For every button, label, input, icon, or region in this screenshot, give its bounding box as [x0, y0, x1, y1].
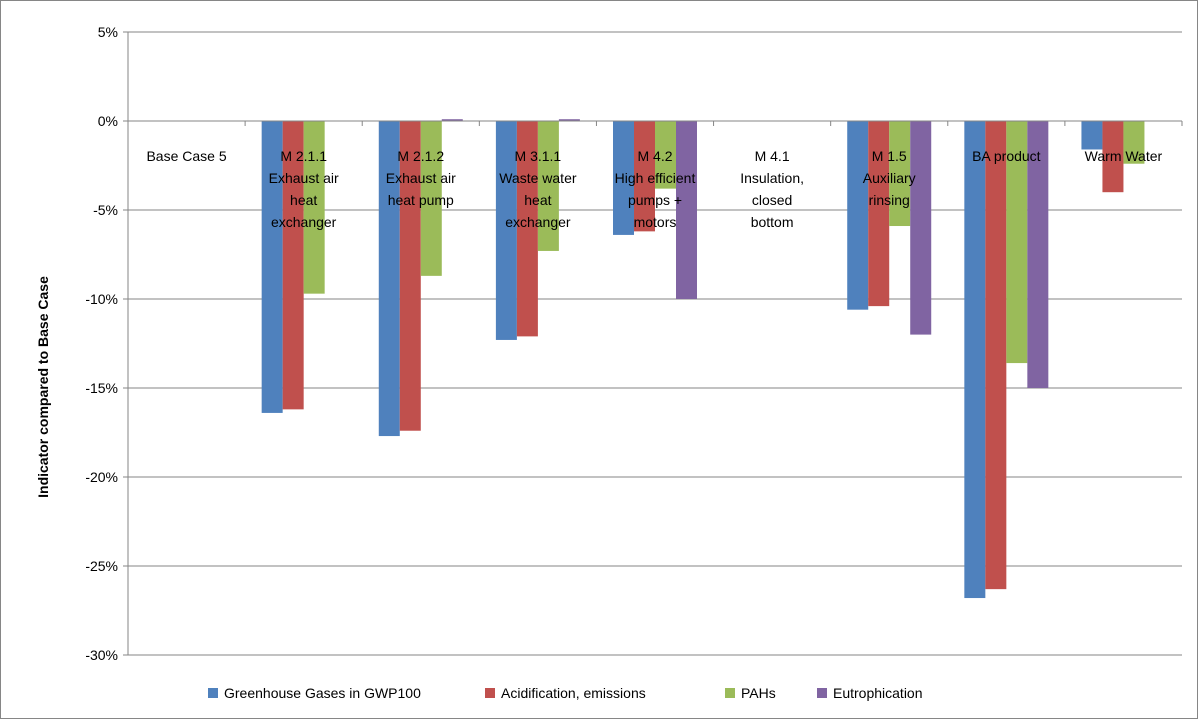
- category-label: exchanger: [505, 214, 571, 230]
- bar: [910, 121, 932, 335]
- category-label: Insulation,: [740, 170, 804, 186]
- y-tick-label: -30%: [85, 647, 118, 663]
- bar: [420, 121, 442, 276]
- category-label: M 1.5: [872, 148, 907, 164]
- category-label: closed: [752, 192, 792, 208]
- bar: [378, 121, 400, 437]
- bar: [441, 119, 463, 121]
- category-label: heat: [524, 192, 551, 208]
- y-tick-label: -15%: [85, 380, 118, 396]
- axes: [127, 32, 1183, 655]
- bar: [964, 121, 986, 599]
- bar: [495, 121, 517, 340]
- bar: [1006, 121, 1028, 364]
- y-tick-label: -5%: [93, 202, 118, 218]
- category-label: rinsing: [869, 192, 910, 208]
- category-label: Exhaust air: [269, 170, 339, 186]
- legend-label: Greenhouse Gases in GWP100: [224, 685, 421, 701]
- bar: [847, 121, 869, 310]
- category-label: heat: [290, 192, 317, 208]
- bar: [1102, 121, 1124, 193]
- category-label: heat pump: [388, 192, 454, 208]
- category-label: M 2.1.2: [397, 148, 444, 164]
- bar: [516, 121, 538, 337]
- legend: Greenhouse Gases in GWP100 Acidification,…: [208, 685, 923, 701]
- category-label: M 4.1: [755, 148, 790, 164]
- category-label: M 4.2: [637, 148, 672, 164]
- category-label: exchanger: [271, 214, 337, 230]
- legend-label: Acidification, emissions: [501, 685, 646, 701]
- legend-label: PAHs: [741, 685, 776, 701]
- bar: [634, 121, 655, 232]
- category-label: High efficient: [615, 170, 696, 186]
- category-label: Warm Water: [1085, 148, 1163, 164]
- legend-swatch: [485, 688, 495, 698]
- bar: [261, 121, 283, 413]
- category-label: pumps +: [628, 192, 682, 208]
- bar: [558, 119, 580, 121]
- category-label: Waste water: [499, 170, 577, 186]
- y-axis-label: Indicator compared to Base Case: [35, 276, 51, 498]
- y-tick-label: 0%: [98, 113, 118, 129]
- bar: [303, 121, 325, 294]
- bar: [1123, 121, 1145, 164]
- category-label: motors: [634, 214, 677, 230]
- category-label: M 3.1.1: [515, 148, 562, 164]
- legend-swatch: [725, 688, 735, 698]
- y-tick-label: -20%: [85, 469, 118, 485]
- bar: [1027, 121, 1049, 388]
- y-tick-label: -10%: [85, 291, 118, 307]
- legend-label: Eutrophication: [833, 685, 923, 701]
- legend-swatch: [817, 688, 827, 698]
- y-tick-label: 5%: [98, 24, 118, 40]
- bar: [868, 121, 890, 307]
- bar: [676, 121, 697, 299]
- category-label: Exhaust air: [386, 170, 456, 186]
- category-label: M 2.1.1: [280, 148, 327, 164]
- bar: [537, 121, 559, 251]
- category-label: Base Case 5: [146, 148, 226, 164]
- bars: [261, 119, 1145, 599]
- bar: [399, 121, 421, 431]
- category-label: bottom: [751, 214, 794, 230]
- category-label: Auxiliary: [863, 170, 916, 186]
- y-tick-labels: 5% 0% -5% -10% -15% -20% -25% -30%: [85, 24, 118, 663]
- bar: [985, 121, 1007, 590]
- category-labels: Base Case 5 M 2.1.1 Exhaust air heat exchang…: [146, 148, 1162, 230]
- y-tick-label: -25%: [85, 558, 118, 574]
- bar: [282, 121, 304, 410]
- bar: [613, 121, 634, 235]
- category-label: BA product: [972, 148, 1041, 164]
- legend-swatch: [208, 688, 218, 698]
- bar: [1081, 121, 1103, 150]
- bar: [655, 121, 676, 189]
- bar: [889, 121, 911, 227]
